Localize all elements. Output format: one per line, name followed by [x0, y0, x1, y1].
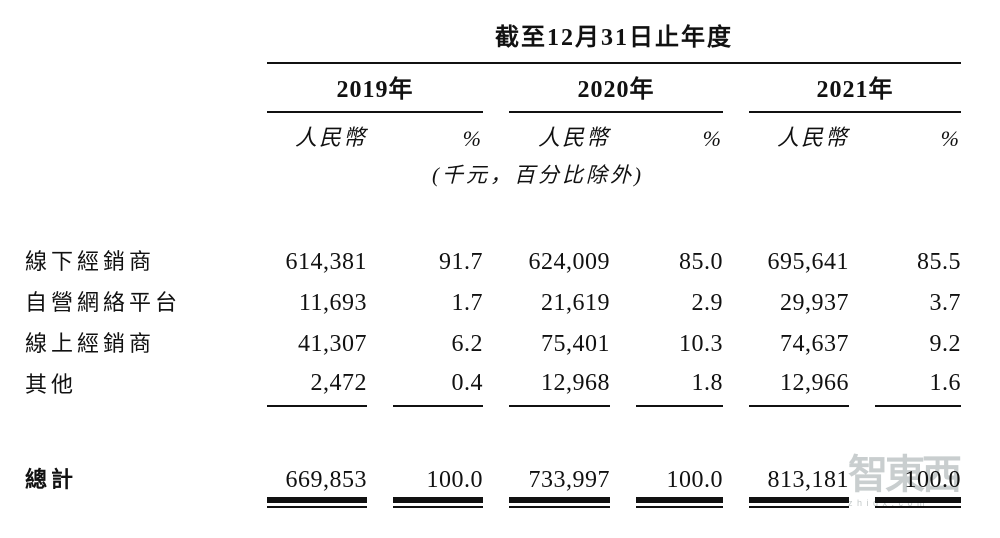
- cell-value: 1.8: [636, 366, 723, 407]
- total-cell: 733,997: [509, 455, 610, 508]
- cell-value: 85.0: [679, 249, 723, 275]
- cell-value: 11,693: [298, 290, 367, 316]
- total-value: 813,181: [767, 467, 849, 493]
- cell-value: 2,472: [267, 366, 367, 407]
- double-rule: [393, 497, 483, 508]
- year-header-2021: 2021年: [749, 64, 961, 113]
- cell-value: 9.2: [929, 331, 961, 357]
- total-value: 100.0: [666, 467, 723, 493]
- total-cell: 669,853: [267, 455, 367, 508]
- cell-value: 6.2: [451, 331, 483, 357]
- spacer-above-total: [25, 407, 961, 455]
- year-header-2020: 2020年: [509, 64, 723, 113]
- cell-value: 74,637: [780, 331, 849, 357]
- total-value: 100.0: [904, 467, 961, 493]
- subheader-currency-2019: 人民幣: [294, 125, 367, 150]
- watermark: 智東西 zhidx.com: [848, 455, 973, 508]
- unit-note: (千元，百分比除外): [432, 163, 644, 187]
- row-label-online-distributors: 線上經銷商: [25, 331, 156, 356]
- double-rule: [636, 497, 723, 508]
- subheader-percent-2019: %: [462, 126, 483, 151]
- total-row-label: 總計: [25, 467, 78, 492]
- watermark-domain: zhidx.com: [848, 498, 930, 508]
- subheader-currency-2021: 人民幣: [776, 125, 849, 150]
- spacer-above-rows: [25, 193, 961, 243]
- cell-value: 41,307: [298, 331, 367, 357]
- cell-value: 10.3: [679, 331, 723, 357]
- total-cell: 100.0: [393, 455, 483, 508]
- cell-value: 29,937: [780, 290, 849, 316]
- total-cell: 100.0: [636, 455, 723, 508]
- cell-value: 0.4: [393, 366, 483, 407]
- double-rule: [267, 497, 367, 508]
- cell-value: 75,401: [541, 331, 610, 357]
- cell-value: 12,966: [749, 366, 849, 407]
- double-rule: [875, 497, 961, 508]
- cell-value: 21,619: [541, 290, 610, 316]
- cell-value: 614,381: [285, 249, 367, 275]
- total-value: 669,853: [285, 467, 367, 493]
- cell-value: 85.5: [917, 249, 961, 275]
- subheader-currency-2020: 人民幣: [537, 125, 610, 150]
- total-cell: 100.0: [875, 455, 961, 508]
- cell-value: 624,009: [528, 249, 610, 275]
- total-value: 100.0: [426, 467, 483, 493]
- row-label-self-operated-platform: 自營網絡平台: [25, 290, 182, 315]
- subheader-percent-2020: %: [702, 126, 723, 151]
- total-value: 733,997: [528, 467, 610, 493]
- cell-value: 1.7: [451, 290, 483, 316]
- cell-value: 695,641: [767, 249, 849, 275]
- cell-value: 2.9: [691, 290, 723, 316]
- period-header: 截至12月31日止年度: [267, 20, 961, 64]
- double-rule: [749, 497, 849, 508]
- watermark-logo: 智東西: [848, 453, 962, 497]
- subheader-percent-2021: %: [940, 126, 961, 151]
- year-header-2019: 2019年: [267, 64, 483, 113]
- double-rule: [509, 497, 610, 508]
- row-label-others: 其他: [25, 372, 78, 397]
- unit-note-row: (千元，百分比除外): [25, 155, 961, 193]
- cell-value: 12,968: [509, 366, 610, 407]
- cell-value: 3.7: [929, 290, 961, 316]
- total-cell: 813,181: [749, 455, 849, 508]
- cell-value: 1.6: [875, 366, 961, 407]
- cell-value: 91.7: [439, 249, 483, 275]
- revenue-breakdown-table: 截至12月31日止年度 2019年 2020年 2021年 人民幣 % 人民幣 …: [25, 20, 961, 508]
- row-label-offline-distributors: 線下經銷商: [25, 249, 156, 274]
